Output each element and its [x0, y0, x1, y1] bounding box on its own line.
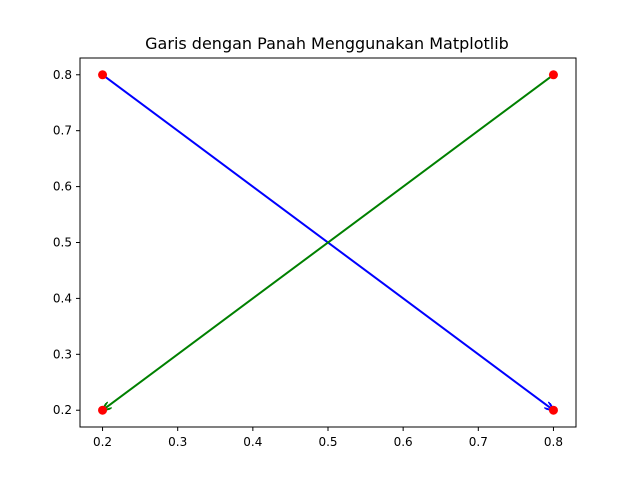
x-tick-label: 0.7 — [469, 435, 488, 449]
axes: 0.2 0.3 0.4 0.5 0.6 0.7 0.8 0.2 0.3 0.4 0.5 0.6 0.7 0… — [53, 57, 577, 449]
y-tick-label: 0.2 — [53, 403, 72, 417]
x-tick-label: 0.8 — [544, 435, 563, 449]
arrow-line-2 — [103, 73, 555, 410]
y-tick-label: 0.3 — [53, 347, 72, 361]
data-point — [548, 405, 558, 415]
y-tick-label: 0.5 — [53, 236, 72, 250]
x-tick-label: 0.4 — [243, 435, 262, 449]
y-tick-label: 0.6 — [53, 180, 72, 194]
y-tick-label: 0.8 — [53, 68, 72, 82]
x-tick-label: 0.5 — [318, 435, 337, 449]
x-tick-label: 0.6 — [394, 435, 413, 449]
data-point — [98, 405, 108, 415]
y-tick-label: 0.4 — [53, 291, 72, 305]
data-point — [548, 70, 558, 80]
data-point — [98, 70, 108, 80]
chart-title: Garis dengan Panah Menggunakan Matplotli… — [145, 34, 509, 53]
x-tick-label: 0.3 — [168, 435, 187, 449]
y-tick-label: 0.7 — [53, 124, 72, 138]
plot-area-marks — [98, 70, 558, 415]
x-tick-label: 0.2 — [93, 435, 112, 449]
